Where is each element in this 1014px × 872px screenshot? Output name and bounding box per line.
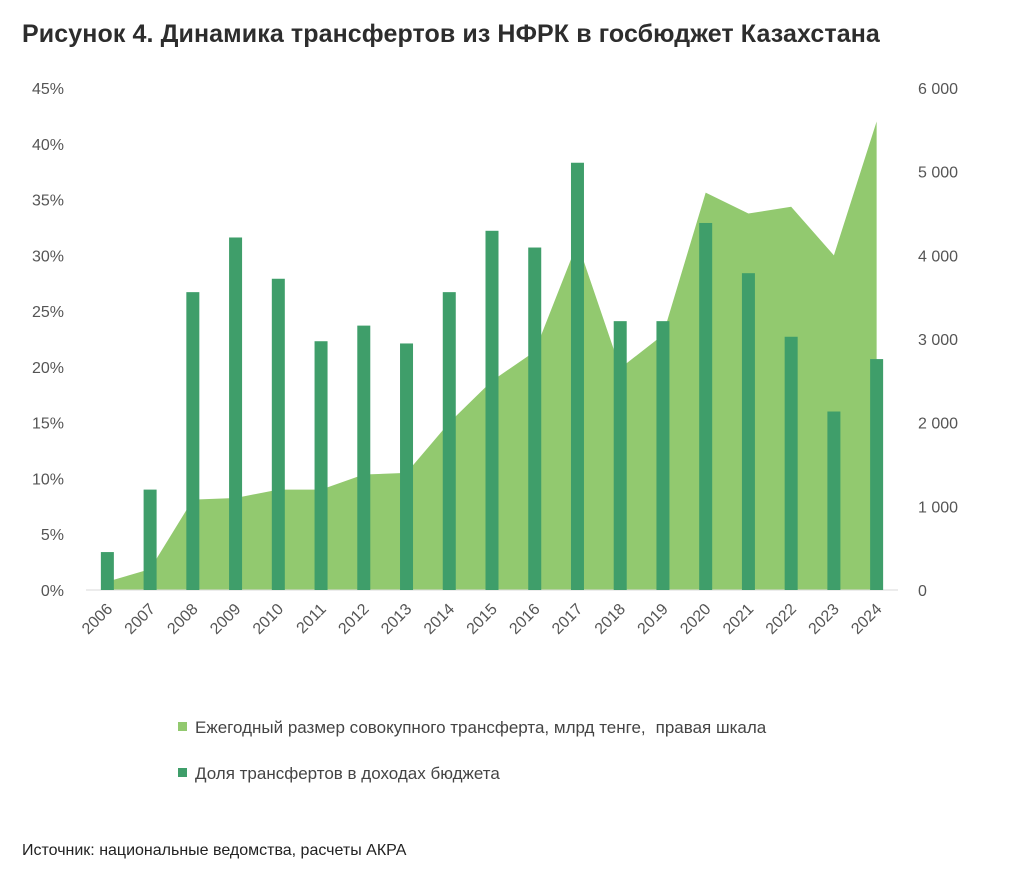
x-tick-label-2010: 2010 — [250, 601, 287, 638]
bar-2023 — [827, 411, 841, 590]
bar-2014 — [442, 292, 456, 590]
bar-2011 — [314, 341, 328, 590]
y-left-tick-label: 10% — [32, 471, 64, 488]
bar-2021 — [741, 273, 755, 590]
x-tick-label-2017: 2017 — [549, 601, 586, 638]
bar-2016 — [528, 247, 542, 590]
x-tick-label-2011: 2011 — [294, 601, 330, 637]
x-tick-label-2020: 2020 — [677, 601, 714, 638]
x-tick-label-2022: 2022 — [763, 601, 800, 638]
bar-2007 — [143, 489, 157, 590]
y-right-tick-label: 5 000 — [918, 165, 958, 182]
chart-plot: 0% 5% 10% 15% 20% 25% 30% 35% 40% 45% 0 1 000 2 000 3… — [32, 81, 958, 638]
y-left-tick-label: 0% — [41, 583, 64, 600]
y-right-tick-label: 2 000 — [918, 416, 958, 433]
chart-title: Рисунок 4. Динамика трансфертов из НФРК … — [22, 20, 880, 48]
bar-2006 — [100, 552, 114, 590]
bar-2013 — [400, 343, 414, 590]
y-right-tick-label: 1 000 — [918, 499, 958, 516]
y-right-tick-label: 0 — [918, 583, 927, 600]
legend-item-area: Ежегодный размер совокупного трансферта,… — [178, 718, 766, 738]
legend-swatch-bar — [178, 768, 187, 778]
x-tick-label-2008: 2008 — [164, 601, 201, 638]
y-left-tick-label: 40% — [32, 137, 64, 154]
x-tick-label-2007: 2007 — [122, 601, 159, 638]
bar-2020 — [699, 222, 713, 590]
bar-2015 — [485, 230, 499, 590]
bar-2009 — [229, 237, 243, 591]
bar-2018 — [613, 321, 627, 590]
x-tick-label-2024: 2024 — [848, 601, 885, 638]
x-tick-label-2016: 2016 — [506, 601, 543, 638]
bar-2022 — [784, 336, 798, 590]
x-tick-label-2019: 2019 — [635, 601, 672, 638]
y-right-tick-label: 4 000 — [918, 248, 958, 265]
y-left-tick-label: 20% — [32, 360, 64, 377]
bar-2012 — [357, 325, 371, 590]
bar-2010 — [271, 278, 285, 590]
bar-2017 — [570, 162, 584, 590]
x-tick-label-2014: 2014 — [421, 601, 458, 638]
y-left-tick-label: 25% — [32, 304, 64, 321]
legend-swatch-area — [178, 722, 187, 732]
y-left-tick-label: 35% — [32, 193, 64, 210]
x-tick-label-2012: 2012 — [335, 601, 372, 638]
x-tick-label-2015: 2015 — [464, 601, 501, 638]
y-right-tick-label: 6 000 — [918, 81, 958, 98]
y-left-tick-label: 45% — [32, 81, 64, 98]
legend-label-bar: Доля трансфертов в доходах бюджета — [195, 764, 500, 783]
x-tick-label-2006: 2006 — [79, 601, 116, 638]
y-left-tick-label: 5% — [41, 527, 64, 544]
bar-2024 — [870, 359, 884, 590]
legend-item-bar: Доля трансфертов в доходах бюджета — [178, 764, 500, 784]
bar-2008 — [186, 292, 200, 590]
legend-note-right-axis: правая шкала — [655, 718, 767, 737]
y-left-tick-label: 30% — [32, 248, 64, 265]
x-tick-label-2018: 2018 — [592, 601, 629, 638]
area-series-transfer-amount — [107, 121, 877, 590]
source-note: Источник: национальные ведомства, расчет… — [22, 842, 407, 859]
legend-label-area: Ежегодный размер совокупного трансферта,… — [195, 718, 646, 737]
y-left-tick-label: 15% — [32, 416, 64, 433]
x-tick-label-2009: 2009 — [207, 601, 244, 638]
x-tick-label-2021: 2021 — [720, 601, 757, 638]
bar-2019 — [656, 321, 670, 590]
y-right-tick-label: 3 000 — [918, 332, 958, 349]
x-tick-label-2023: 2023 — [806, 601, 843, 638]
x-tick-label-2013: 2013 — [378, 601, 415, 638]
